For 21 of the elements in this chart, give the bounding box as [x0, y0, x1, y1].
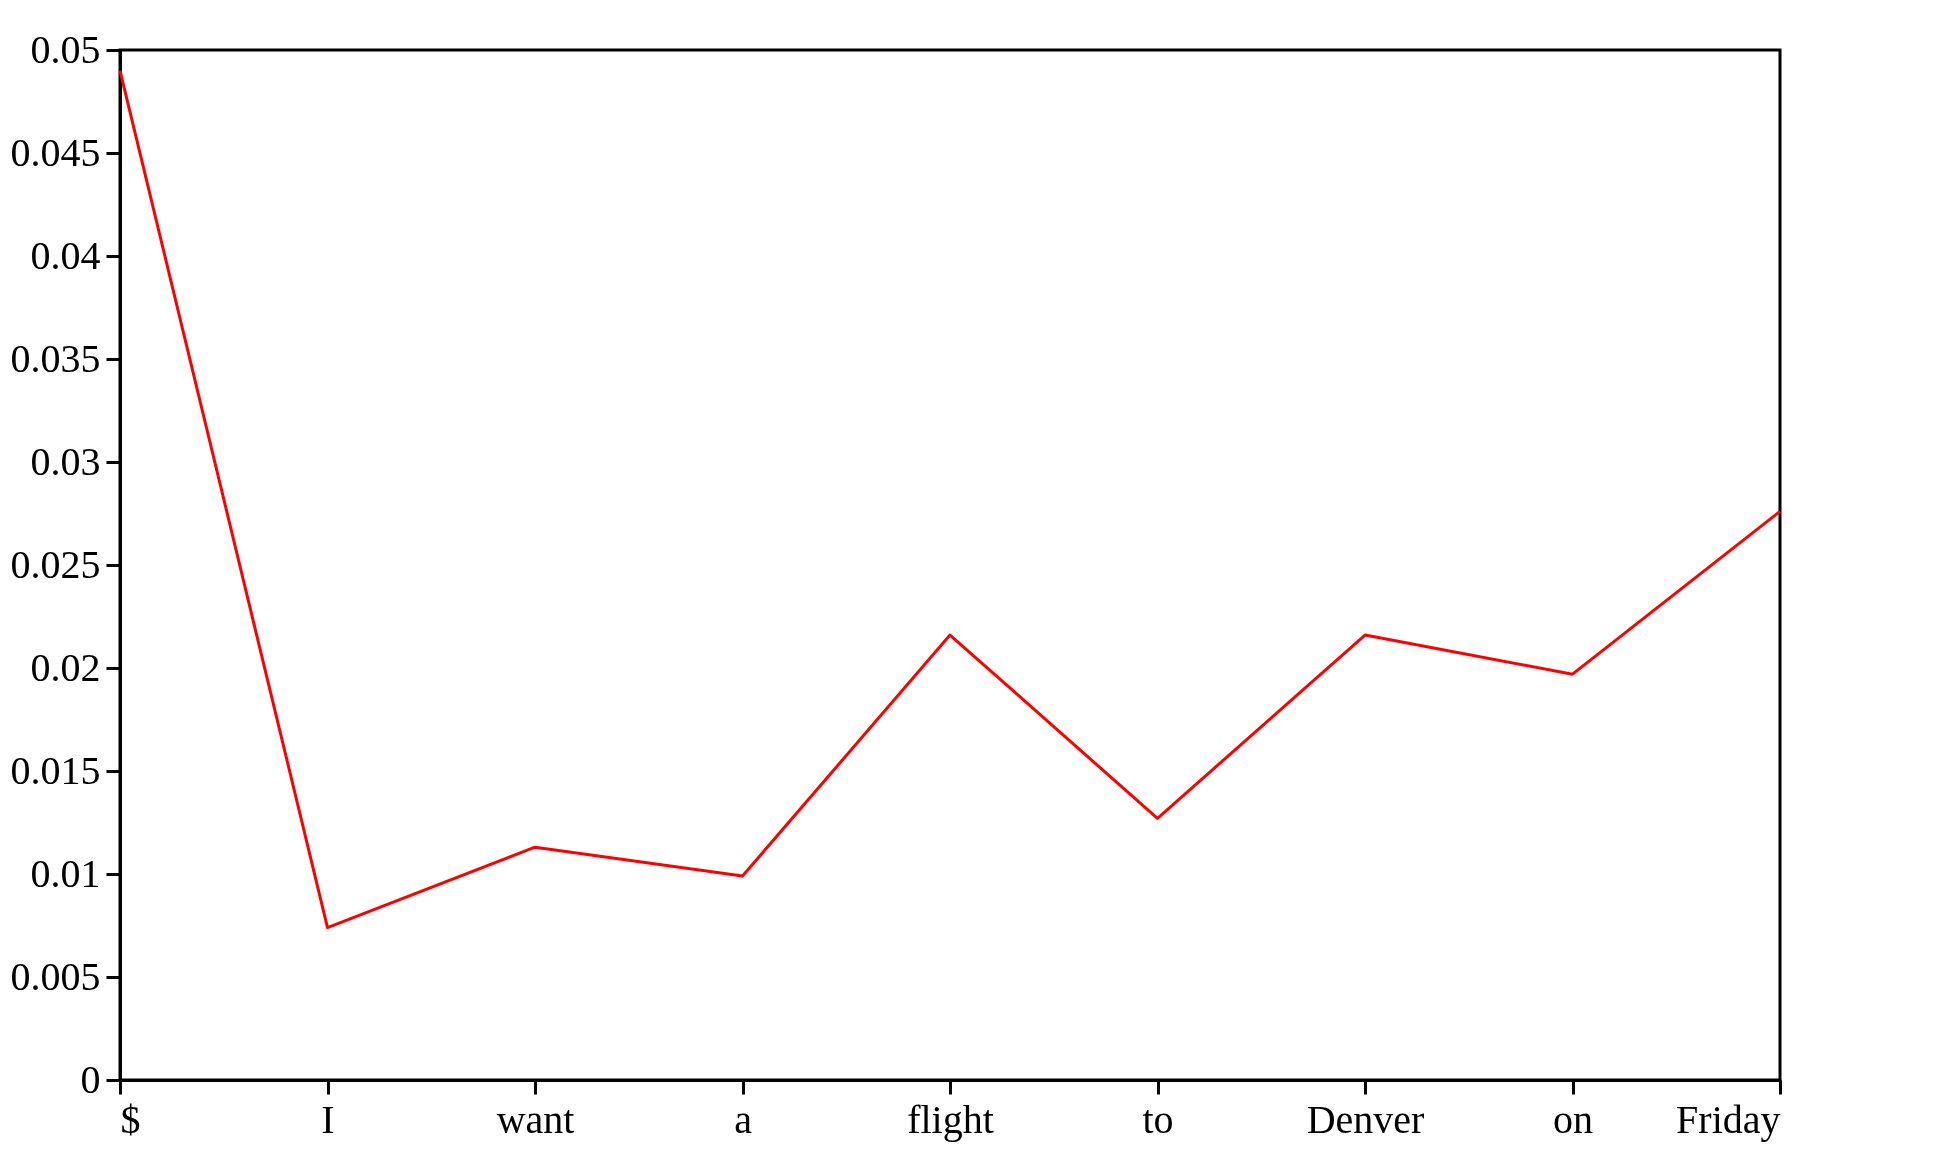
y-tick-label: 0.05 [30, 26, 101, 72]
y-tick-label: 0 [80, 1056, 101, 1102]
x-tick-label: want [496, 1096, 575, 1142]
x-tick-label: I [321, 1096, 335, 1142]
line-series [118, 69, 1782, 930]
y-tick-label: 0.005 [10, 953, 101, 999]
x-tick-label: Friday [1676, 1096, 1781, 1142]
x-tick-label: to [1142, 1096, 1174, 1142]
x-tick-label: flight [907, 1096, 994, 1142]
y-tick-label: 0.045 [10, 129, 101, 175]
y-tick-label: 0.02 [30, 644, 101, 690]
x-tick-label: a [734, 1096, 753, 1142]
y-tick-label: 0.01 [30, 850, 101, 896]
y-tick-label: 0.035 [10, 335, 101, 381]
y-tick-label: 0.04 [30, 232, 101, 278]
x-tick-label: on [1553, 1096, 1593, 1142]
y-tick-label: 0.025 [10, 541, 101, 587]
y-tick-label: 0.015 [10, 747, 101, 793]
x-tick-label: Denver [1306, 1096, 1425, 1142]
x-tick-label: $ [120, 1096, 141, 1142]
y-tick-label: 0.03 [30, 438, 101, 484]
